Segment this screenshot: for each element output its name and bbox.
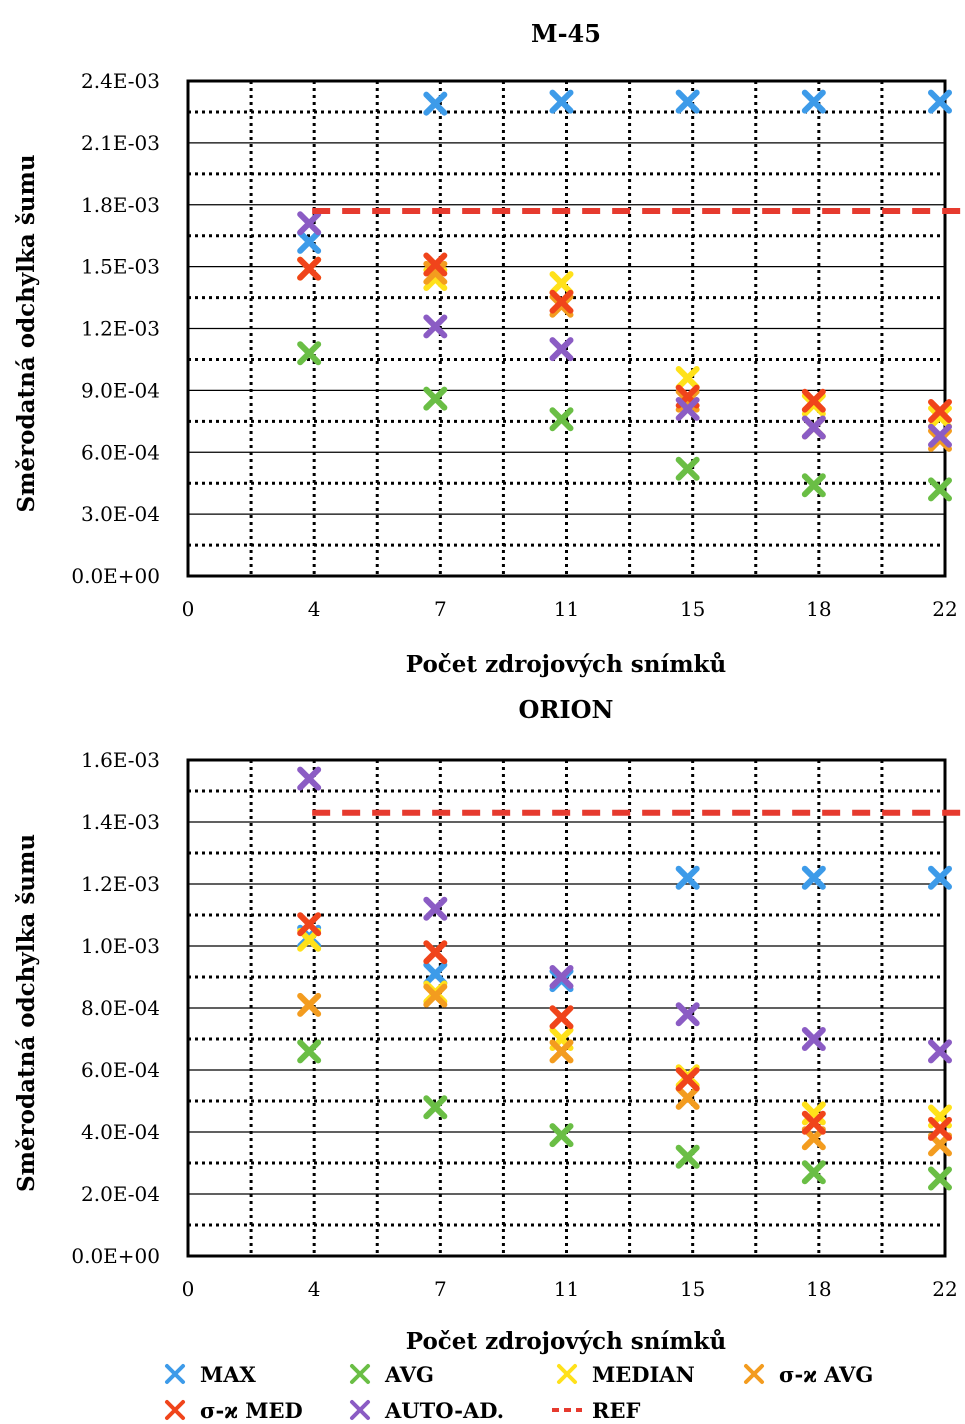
legend-item-avg: σ-ϰ AVG (737, 1360, 873, 1388)
legend-item-median: MEDIAN (550, 1360, 695, 1388)
legend-item-avg: AVG (343, 1360, 434, 1388)
legend-label: σ-ϰ MED (200, 1398, 303, 1423)
legend-label: REF (592, 1398, 640, 1423)
legend-item-max: MAX (158, 1360, 256, 1388)
legend-label: σ-ϰ AVG (779, 1362, 873, 1387)
legend-label: AVG (385, 1362, 434, 1387)
legend-label: AUTO-AD. (385, 1398, 504, 1423)
x-marker-icon (343, 1360, 377, 1388)
x-marker-icon (550, 1360, 584, 1388)
x-marker-icon (158, 1360, 192, 1388)
legend-label: MEDIAN (592, 1362, 695, 1387)
x-marker-icon (737, 1360, 771, 1388)
legend-label: MAX (200, 1362, 256, 1387)
